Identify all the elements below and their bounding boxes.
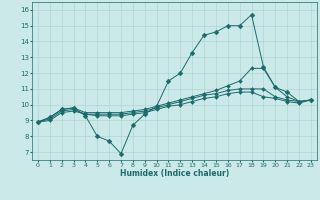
X-axis label: Humidex (Indice chaleur): Humidex (Indice chaleur) [120, 169, 229, 178]
